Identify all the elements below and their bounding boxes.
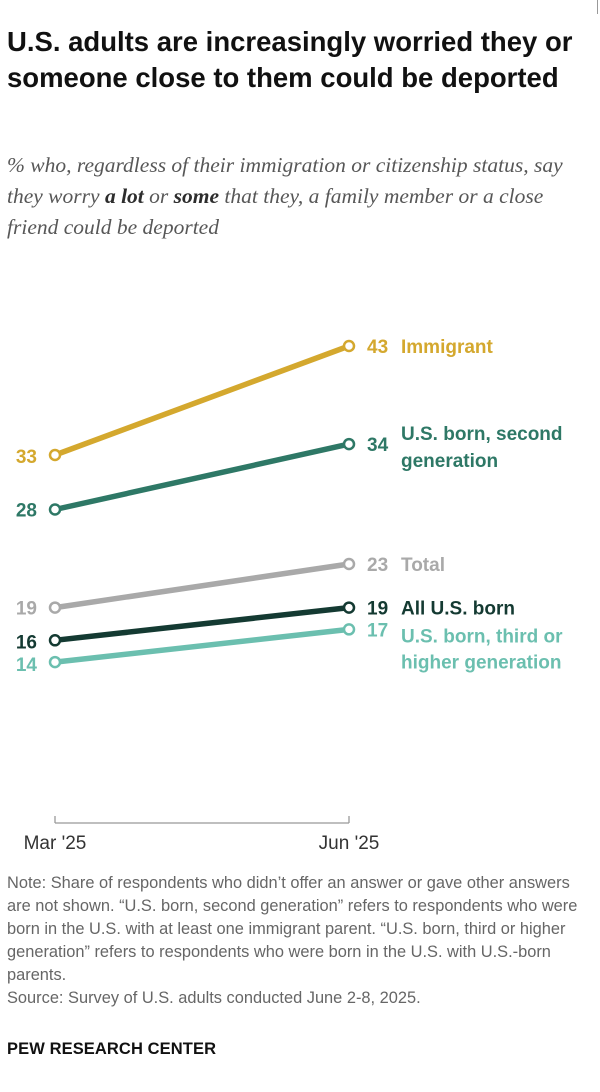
series-line-u-s-born-second-generation: [52, 441, 352, 513]
series-line-total: [52, 561, 352, 611]
value-label-immigrant: 43: [367, 337, 388, 358]
series-label-u-s-born-third-or-higher-generation: U.S. born, third or: [401, 626, 563, 647]
data-point-u-s-born-third-or-higher-generation: [48, 655, 62, 669]
subtitle-emphasis-some: some: [173, 184, 220, 208]
value-label-u-s-born-third-or-higher-generation: 17: [367, 620, 388, 641]
data-point-all-u-s-born: [342, 601, 356, 614]
x-tick-label: Jun '25: [319, 833, 380, 854]
value-label-immigrant: 33: [16, 447, 37, 468]
data-point-u-s-born-third-or-higher-generation: [342, 623, 356, 636]
value-label-total: 19: [16, 599, 37, 620]
source-text: Source: Survey of U.S. adults conducted …: [7, 989, 421, 1007]
series-label-u-s-born-second-generation: generation: [401, 451, 498, 472]
chart-subtitle: % who, regardless of their immigration o…: [7, 150, 593, 243]
data-point-total: [342, 557, 356, 571]
subtitle-emphasis-a-lot: a lot: [104, 184, 144, 208]
value-label-u-s-born-second-generation: 28: [16, 501, 37, 522]
data-point-total: [48, 601, 62, 614]
data-point-immigrant: [342, 339, 356, 353]
series-label-u-s-born-second-generation: U.S. born, second: [401, 424, 563, 445]
data-point-u-s-born-second-generation: [342, 437, 356, 451]
series-label-all-u-s-born: All U.S. born: [401, 599, 515, 620]
series-line-immigrant: [52, 343, 352, 458]
value-label-u-s-born-second-generation: 34: [367, 435, 389, 456]
corner-rule: [597, 0, 598, 14]
data-point-immigrant: [48, 448, 62, 462]
note-text: Note: Share of respondents who didn’t of…: [7, 874, 578, 984]
series-label-immigrant: Immigrant: [401, 337, 494, 358]
subtitle-text-before: % who, regardless of their immigration o…: [7, 153, 563, 208]
data-point-all-u-s-born: [48, 634, 62, 647]
subtitle-text-after: that they, a family member or a close fr…: [7, 184, 544, 239]
chart-note: Note: Share of respondents who didn’t of…: [7, 872, 597, 1010]
line-chart: Mar '25 Jun '25 33 43 Immigrant 28 34 U.S. born…: [16, 337, 563, 854]
value-label-all-u-s-born: 16: [16, 632, 37, 653]
series-label-u-s-born-third-or-higher-generation: higher generation: [401, 652, 561, 673]
value-label-total: 23: [367, 555, 388, 576]
chart-title: U.S. adults are increasingly worried the…: [7, 26, 573, 93]
series-line-u-s-born-third-or-higher-generation: [52, 626, 352, 665]
series-line-all-u-s-born: [52, 604, 352, 644]
value-label-all-u-s-born: 19: [367, 599, 388, 620]
subtitle-text-mid: or: [143, 184, 174, 208]
x-tick-label: Mar '25: [24, 833, 87, 854]
pew-research-center-logo: PEW RESEARCH CENTER: [7, 1040, 217, 1058]
data-point-u-s-born-second-generation: [48, 503, 62, 516]
series-label-total: Total: [401, 555, 445, 576]
value-label-u-s-born-third-or-higher-generation: 14: [16, 655, 38, 676]
